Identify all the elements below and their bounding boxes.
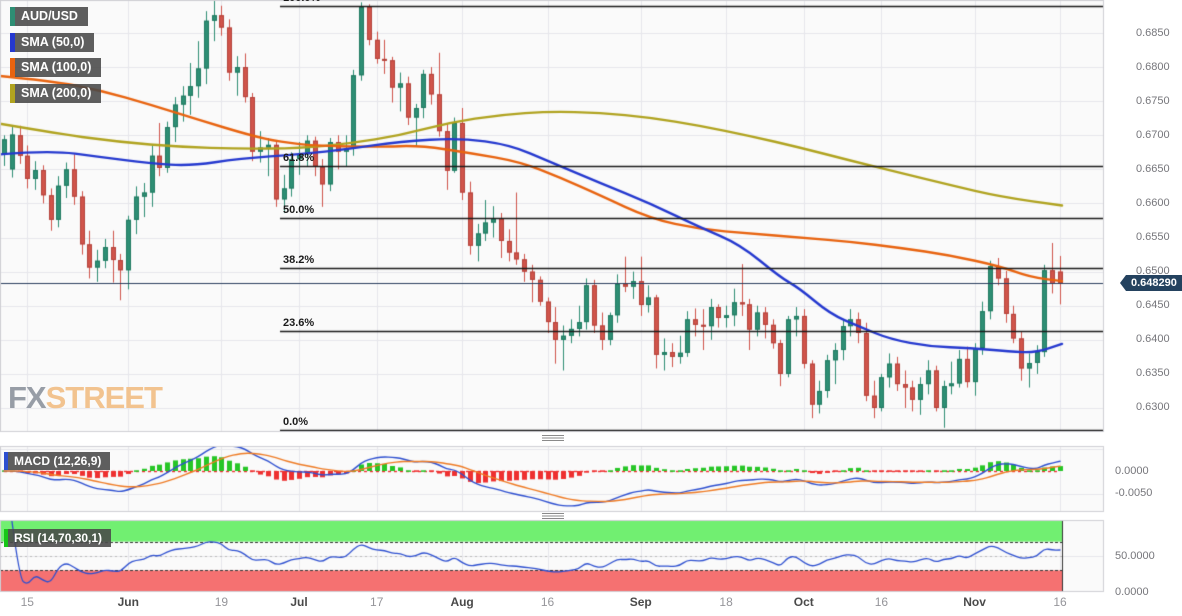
panel-resize-grip-macd[interactable] — [542, 435, 564, 442]
date-axis-label: 19 — [214, 595, 229, 609]
date-axis-label: Oct — [793, 595, 814, 609]
legend-label: SMA (200,0) — [21, 86, 92, 100]
price-tick-label: 0.6850 — [1136, 26, 1170, 39]
price-tick-label: 0.6300 — [1136, 401, 1170, 414]
legend-item-sma100[interactable]: SMA (100,0) — [10, 58, 102, 77]
current-price-badge: 0.648290 — [1120, 275, 1182, 292]
date-axis-label: Sep — [629, 595, 652, 609]
fib-level-label: 23.6% — [283, 316, 315, 329]
watermark-street: STREET — [45, 380, 163, 415]
legend-label: SMA (50,0) — [21, 35, 85, 49]
date-axis-label: Jul — [290, 595, 308, 609]
legend-label: AUD/USD — [21, 9, 78, 23]
price-tick-label: 0.6350 — [1136, 367, 1170, 380]
date-axis-label: Jun — [117, 595, 139, 609]
fib-level-label: 0.0% — [283, 416, 309, 429]
date-axis-label: 16 — [540, 595, 555, 609]
date-axis-label: 18 — [719, 595, 733, 609]
legend-item-sma50[interactable]: SMA (50,0) — [10, 33, 95, 52]
rsi-tick-label: 0.0000 — [1115, 585, 1149, 598]
price-tick-label: 0.6750 — [1136, 94, 1170, 107]
price-tick-label: 0.6450 — [1136, 299, 1170, 312]
date-axis-label: 15 — [20, 595, 34, 609]
macd-indicator-label[interactable]: MACD (12,26,9) — [4, 452, 111, 470]
rsi-color-bar — [4, 529, 8, 547]
date-axis-label: 17 — [370, 595, 384, 609]
macd-label-text: MACD (12,26,9) — [14, 454, 102, 468]
watermark-fx: FX — [8, 380, 47, 415]
legend-item-sma200[interactable]: SMA (200,0) — [10, 84, 102, 103]
date-axis-label: Aug — [450, 595, 474, 609]
sma100-color-bar — [10, 58, 15, 77]
fxstreet-watermark: FXSTREET — [8, 380, 163, 416]
date-axis-label: Nov — [963, 595, 986, 609]
price-tick-label: 0.6800 — [1136, 60, 1170, 73]
macd-tick-label: 0.0000 — [1115, 464, 1149, 477]
legend-item-audusd[interactable]: AUD/USD — [10, 7, 88, 26]
audusd-color-bar — [10, 7, 15, 26]
price-tick-label: 0.6650 — [1136, 162, 1170, 175]
macd-color-bar — [4, 452, 8, 470]
fib-level-label: 50.0% — [283, 203, 315, 216]
date-axis-label: 16 — [1053, 595, 1067, 609]
fib-level-label: 61.8% — [283, 151, 315, 164]
panel-resize-grip-rsi[interactable] — [542, 513, 564, 520]
price-tick-label: 0.6600 — [1136, 196, 1170, 209]
date-axis-label: 16 — [874, 595, 889, 609]
rsi-indicator-label[interactable]: RSI (14,70,30,1) — [4, 529, 112, 547]
rsi-tick-label: 50.0000 — [1115, 549, 1155, 562]
sma200-color-bar — [10, 84, 15, 103]
price-tick-label: 0.6500 — [1136, 265, 1170, 278]
rsi-label-text: RSI (14,70,30,1) — [14, 531, 103, 545]
fib-level-label: 100.0% — [283, 0, 320, 4]
fib-level-label: 38.2% — [283, 253, 315, 266]
sma50-color-bar — [10, 33, 15, 52]
price-tick-label: 0.6400 — [1136, 333, 1170, 346]
price-tick-label: 0.6550 — [1136, 231, 1170, 244]
price-tick-label: 0.6700 — [1136, 128, 1170, 141]
macd-tick-label: -0.0050 — [1115, 487, 1153, 499]
legend-label: SMA (100,0) — [21, 60, 92, 74]
